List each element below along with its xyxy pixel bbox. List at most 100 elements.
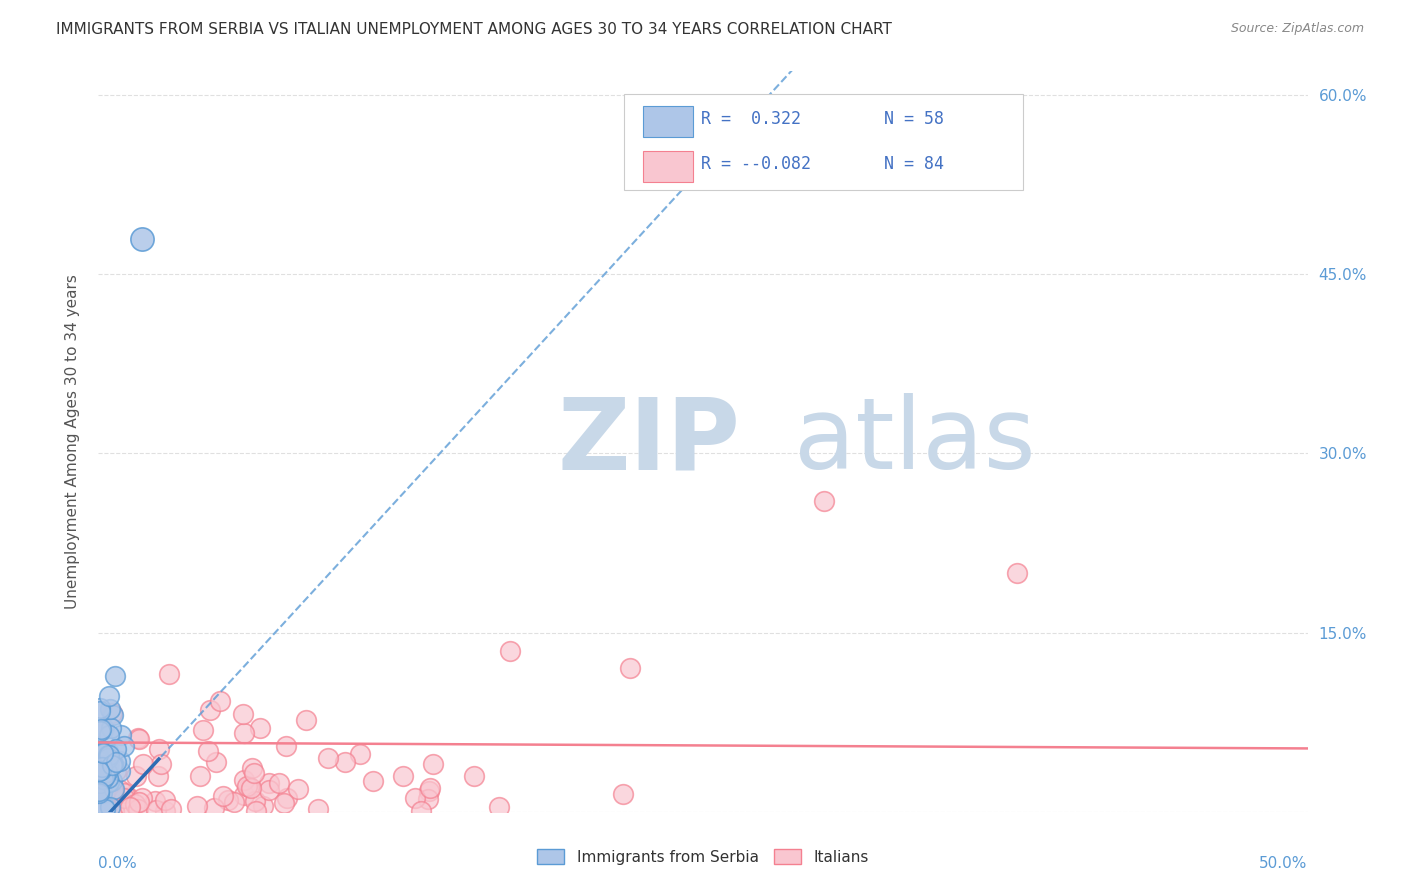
Point	[349, 747, 371, 762]
Point	[101, 774, 124, 789]
Point	[93, 802, 115, 816]
Point	[392, 768, 415, 782]
Point	[100, 804, 122, 818]
Point	[240, 761, 263, 775]
Point	[418, 792, 440, 806]
Point	[257, 782, 280, 797]
Point	[316, 750, 339, 764]
Point	[98, 800, 121, 814]
Point	[143, 794, 166, 808]
Text: R =  0.322: R = 0.322	[700, 111, 800, 128]
Point	[90, 723, 112, 737]
Point	[243, 794, 266, 808]
Point	[93, 747, 115, 761]
Point	[243, 766, 266, 780]
Point	[89, 724, 111, 739]
Point	[132, 757, 155, 772]
Point	[463, 769, 485, 783]
Point	[127, 802, 149, 816]
Text: R = --0.082: R = --0.082	[700, 155, 811, 173]
FancyBboxPatch shape	[643, 106, 693, 137]
Point	[90, 759, 112, 773]
Point	[418, 784, 440, 798]
Point	[93, 747, 115, 762]
Point	[91, 772, 114, 786]
Point	[411, 804, 433, 818]
Point	[153, 793, 176, 807]
Point	[232, 706, 254, 721]
Point	[488, 800, 510, 814]
Text: Source: ZipAtlas.com: Source: ZipAtlas.com	[1230, 22, 1364, 36]
Point	[93, 722, 115, 736]
Point	[307, 802, 329, 816]
Point	[89, 704, 111, 718]
Point	[287, 782, 309, 797]
Point	[108, 783, 131, 797]
Point	[100, 758, 122, 772]
Point	[93, 797, 115, 811]
Text: ZIP: ZIP	[558, 393, 741, 490]
Point	[108, 754, 131, 768]
Point	[93, 799, 115, 814]
Text: IMMIGRANTS FROM SERBIA VS ITALIAN UNEMPLOYMENT AMONG AGES 30 TO 34 YEARS CORRELA: IMMIGRANTS FROM SERBIA VS ITALIAN UNEMPL…	[56, 22, 893, 37]
Point	[295, 713, 318, 727]
Point	[91, 759, 114, 773]
Point	[103, 782, 125, 797]
Point	[212, 789, 235, 803]
Point	[149, 757, 172, 772]
Point	[104, 669, 127, 683]
Point	[619, 661, 641, 675]
Point	[112, 791, 135, 805]
Point	[1007, 566, 1029, 580]
Point	[205, 755, 228, 769]
Point	[236, 779, 259, 793]
Point	[186, 799, 208, 814]
Point	[91, 746, 114, 760]
Point	[498, 643, 520, 657]
Point	[89, 753, 111, 767]
Point	[98, 702, 121, 716]
Point	[131, 231, 153, 245]
Point	[89, 701, 111, 715]
Point	[101, 783, 124, 797]
Y-axis label: Unemployment Among Ages 30 to 34 years: Unemployment Among Ages 30 to 34 years	[65, 274, 80, 609]
Point	[94, 767, 117, 781]
Point	[110, 728, 132, 742]
Text: atlas: atlas	[793, 393, 1035, 490]
Text: 50.0%: 50.0%	[1260, 856, 1308, 871]
Point	[101, 706, 124, 720]
Point	[90, 780, 112, 794]
Point	[98, 775, 121, 789]
Point	[419, 781, 441, 796]
Point	[104, 755, 127, 769]
Point	[89, 754, 111, 768]
Point	[222, 795, 245, 809]
Text: 0.0%: 0.0%	[98, 856, 138, 871]
Point	[160, 802, 183, 816]
FancyBboxPatch shape	[643, 151, 693, 182]
FancyBboxPatch shape	[624, 94, 1024, 190]
Point	[124, 797, 146, 812]
Point	[612, 788, 634, 802]
Point	[90, 763, 112, 777]
Point	[145, 803, 167, 817]
Point	[97, 744, 120, 758]
Point	[101, 783, 124, 797]
Point	[90, 780, 112, 795]
Point	[157, 667, 180, 681]
Point	[103, 804, 125, 818]
Point	[104, 764, 127, 779]
Point	[128, 731, 150, 746]
Point	[96, 775, 118, 789]
Point	[101, 708, 124, 723]
Point	[245, 804, 267, 818]
Point	[98, 690, 121, 704]
Point	[128, 795, 150, 809]
Point	[91, 769, 114, 783]
Point	[232, 726, 254, 740]
Point	[97, 727, 120, 741]
Point	[94, 754, 117, 768]
Point	[148, 742, 170, 756]
Point	[93, 781, 115, 796]
Point	[188, 769, 211, 783]
